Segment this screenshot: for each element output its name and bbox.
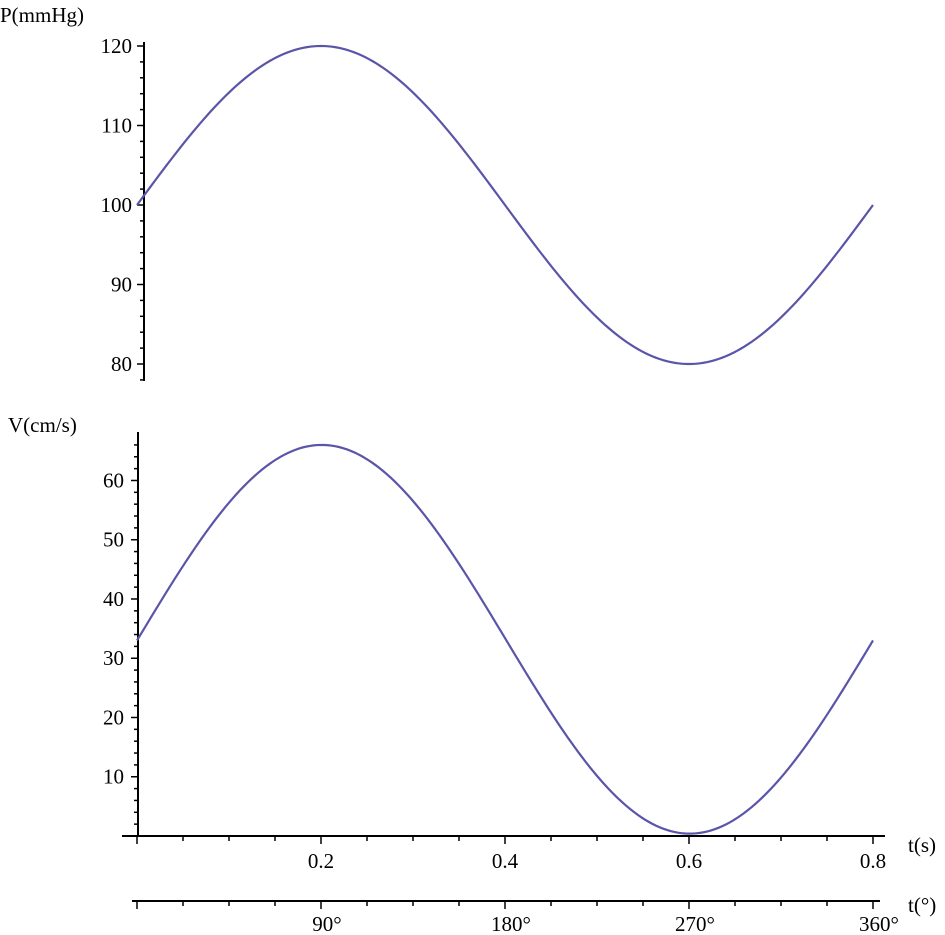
v-y-tick-label: 40 (103, 587, 124, 611)
v-y-tick-label: 20 (103, 705, 124, 729)
p-y-tick-label: 110 (101, 114, 132, 138)
p-y-tick-label: 120 (101, 34, 133, 58)
degree-axis: 90° 180° 270° 360° t(°) (132, 893, 936, 935)
v-x-axis-title: t(s) (908, 833, 936, 857)
v-x-tick-label: 0.2 (308, 849, 334, 873)
v-x-tick-label: 0.6 (676, 849, 702, 873)
v-y-tick-label: 50 (103, 528, 124, 552)
degree-tick-label: 270° (675, 912, 715, 935)
v-x-tick-label: 0.8 (860, 849, 886, 873)
velocity-plot: 60 50 40 30 20 10 V(cm/s) 0.2 0.4 0.6 0.8 t(s) (8, 413, 936, 873)
v-y-tick-label: 60 (103, 468, 124, 492)
v-y-tick-label: 10 (103, 765, 124, 789)
p-y-tick-label: 90 (111, 273, 132, 297)
degree-tick-label: 90° (312, 912, 341, 935)
degree-tick-label: 360° (859, 912, 899, 935)
p-y-tick-label: 100 (101, 193, 133, 217)
v-y-tick-label: 30 (103, 646, 124, 670)
p-series-line (136, 44, 874, 366)
pressure-plot: 120 110 100 90 80 P(mmHg) (0, 3, 874, 381)
v-x-tick-label: 0.4 (492, 849, 519, 873)
degree-tick-label: 180° (491, 912, 531, 935)
p-y-tick-label: 80 (111, 352, 132, 376)
v-y-axis-title: V(cm/s) (8, 413, 77, 437)
p-y-axis-title: P(mmHg) (0, 3, 84, 27)
v-series-line (136, 443, 874, 835)
degree-axis-title: t(°) (908, 893, 936, 917)
